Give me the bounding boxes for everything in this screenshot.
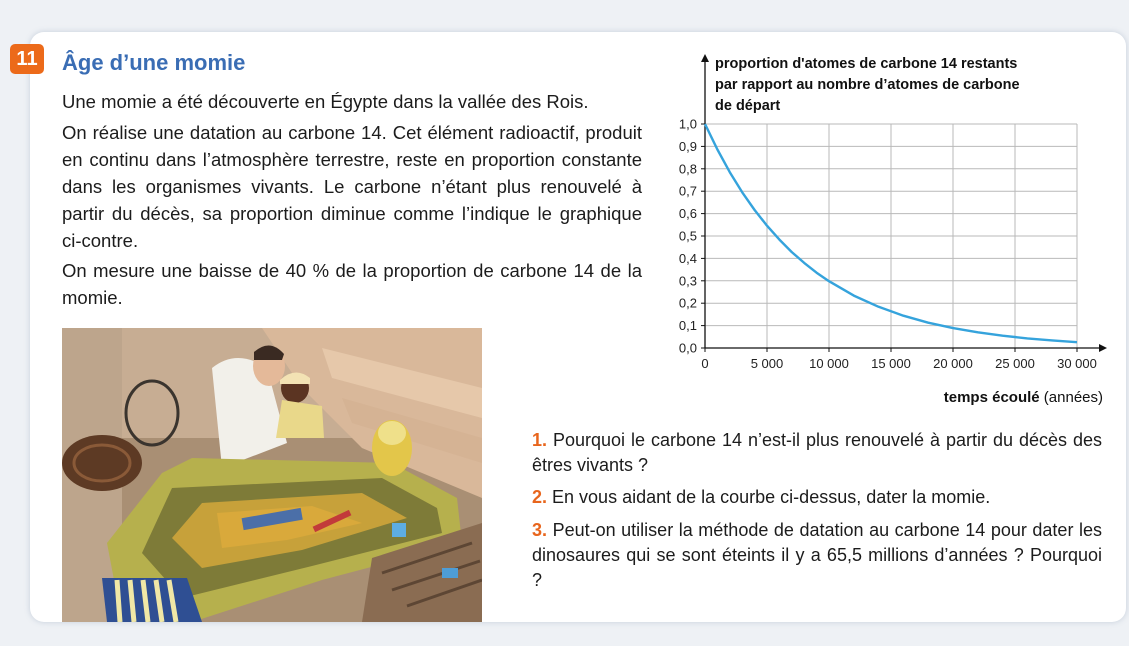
mummy-sarcophagus-photo (62, 328, 482, 622)
y-tick-label: 0,2 (679, 296, 697, 311)
exercise-title: Âge d’une momie (62, 50, 246, 75)
y-axis-label-line: de départ (715, 98, 780, 114)
y-tick-label: 0,3 (679, 273, 697, 288)
question-3-text: Peut-on utiliser la méthode de datation … (532, 520, 1102, 590)
y-axis-label-line: par rapport au nombre d’atomes de carbon… (715, 77, 1020, 93)
measurement-paragraph: On mesure une baisse de 40 % de la propo… (62, 260, 642, 308)
photo-illustration (62, 328, 482, 622)
x-tick-label: 15 000 (871, 356, 911, 371)
exercise-number-badge: 11 (10, 44, 44, 74)
x-axis-label: temps écoulé (années) (944, 389, 1103, 406)
x-tick-label: 0 (701, 356, 708, 371)
context-paragraph: On réalise une datation au carbone 14. C… (62, 122, 642, 251)
y-tick-label: 0,0 (679, 341, 697, 356)
x-tick-label: 5 000 (751, 356, 784, 371)
question-1: 1. Pourquoi le carbone 14 n’est-il plus … (532, 428, 1102, 478)
x-tick-label: 30 000 (1057, 356, 1097, 371)
decay-curve (703, 123, 1078, 344)
question-1-text: Pourquoi le carbone 14 n’est-il plus ren… (532, 430, 1102, 475)
x-tick-label: 20 000 (933, 356, 973, 371)
intro-paragraph: Une momie a été découverte en Égypte dan… (62, 91, 589, 112)
y-tick-label: 0,4 (679, 251, 697, 266)
question-2: 2. En vous aidant de la courbe ci-dessus… (532, 485, 1102, 510)
y-tick-label: 1,0 (679, 117, 697, 132)
y-tick-label: 0,6 (679, 206, 697, 221)
y-tick-label: 0,5 (679, 229, 697, 244)
carbon14-decay-chart: 0,0 0,1 0,2 0,3 0,4 0,5 0,6 0,7 0,8 0,9 1,0 0 5 000 1… (679, 54, 1107, 406)
question-3: 3. Peut-on utiliser la méthode de datati… (532, 518, 1102, 593)
question-3-number: 3. (532, 520, 548, 540)
x-tick-label: 25 000 (995, 356, 1035, 371)
x-axis-arrow (1099, 344, 1107, 352)
y-axis-label-line: proportion d'atomes de carbone 14 restan… (715, 56, 1017, 72)
y-tick-label: 0,1 (679, 318, 697, 333)
question-2-text: En vous aidant de la courbe ci-dessus, d… (552, 487, 991, 507)
x-tick-label: 10 000 (809, 356, 849, 371)
y-tick-label: 0,9 (679, 139, 697, 154)
question-2-number: 2. (532, 487, 548, 507)
y-tick-label: 0,7 (679, 184, 697, 199)
y-tick-label: 0,8 (679, 161, 697, 176)
y-axis-arrow (701, 54, 709, 62)
question-1-number: 1. (532, 430, 548, 450)
